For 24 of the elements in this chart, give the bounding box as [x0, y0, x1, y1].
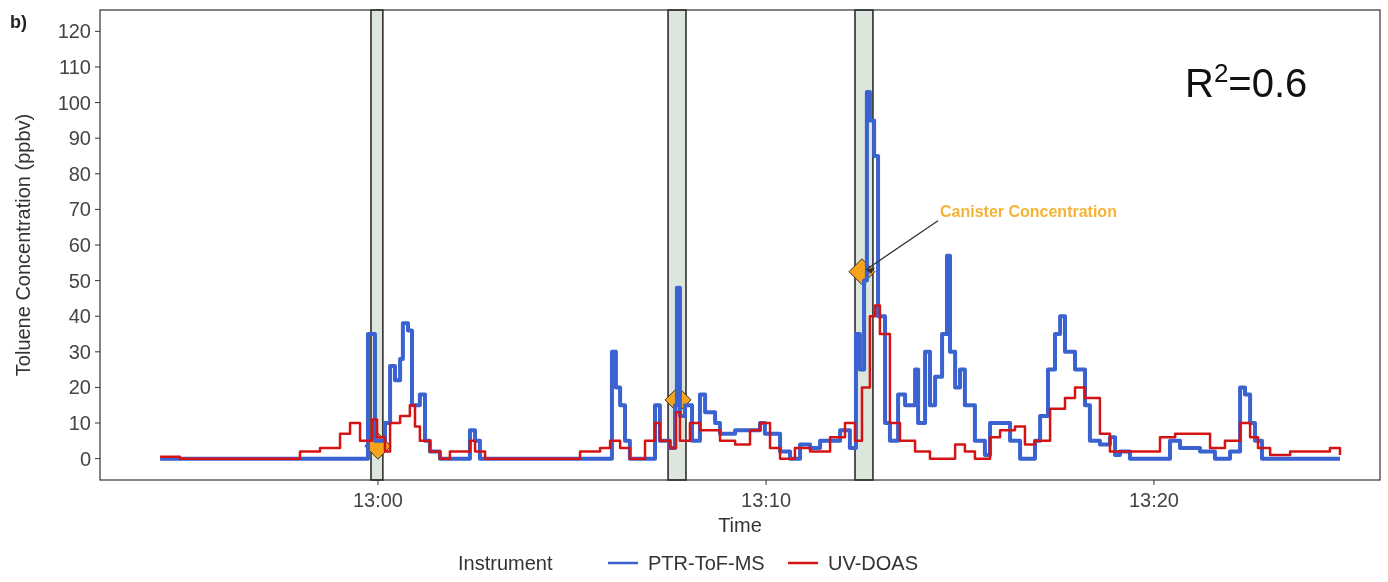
y-tick-label: 80 [68, 162, 91, 185]
x-tick-label: 13:20 [1128, 489, 1179, 511]
annotation: Canister Concentration [939, 202, 1117, 220]
y-tick-label: 20 [68, 376, 91, 399]
y-tick-label: 50 [68, 269, 91, 292]
legend-title: Instrument [458, 552, 553, 574]
y-tick-label: 30 [68, 340, 91, 363]
y-tick-label: 90 [68, 127, 91, 150]
y-tick-label: 60 [68, 234, 91, 256]
x-tick-label: 13:10 [741, 489, 792, 511]
y-tick-label: 70 [68, 198, 91, 221]
text: b) [10, 12, 27, 32]
y-tick-label: 120 [57, 20, 91, 43]
x-tick-label: 13:00 [352, 489, 404, 511]
annotation: R$^{2}$=0.6 [1185, 58, 1308, 105]
y-tick-label: 110 [59, 55, 91, 78]
y-tick-label: 100 [57, 91, 91, 114]
x-axis-title: Time [718, 514, 762, 536]
y-tick-label: 40 [68, 305, 91, 328]
y-axis-title: Toluene Concentration (ppbv) [12, 113, 34, 377]
legend-label: UV-DOAS [828, 552, 919, 574]
y-tick-label: 0 [79, 447, 91, 470]
legend-label: PTR-ToF-MS [648, 552, 765, 574]
y-tick-label: 10 [68, 412, 91, 435]
